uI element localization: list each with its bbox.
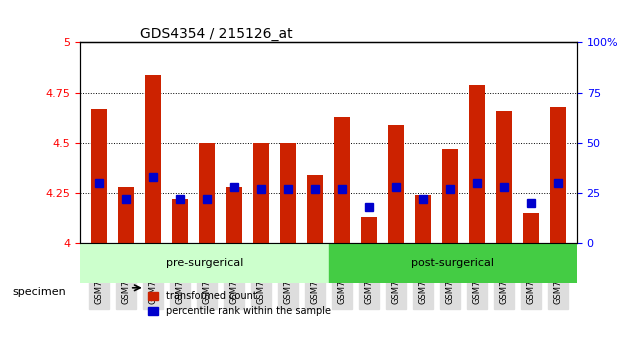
Bar bbox=[523, 213, 539, 243]
Legend: transformed count, percentile rank within the sample: transformed count, percentile rank withi… bbox=[145, 287, 335, 320]
Bar bbox=[176, 195, 184, 203]
Bar bbox=[280, 143, 296, 243]
Text: pre-surgerical: pre-surgerical bbox=[165, 258, 243, 268]
Text: GDS4354 / 215126_at: GDS4354 / 215126_at bbox=[140, 28, 292, 41]
Bar bbox=[307, 175, 323, 243]
Bar bbox=[500, 183, 508, 191]
Bar bbox=[91, 109, 107, 243]
Bar bbox=[284, 185, 292, 193]
Bar bbox=[338, 185, 346, 193]
Bar bbox=[80, 243, 328, 283]
Bar bbox=[122, 195, 130, 203]
Bar bbox=[365, 203, 373, 211]
Bar bbox=[118, 187, 134, 243]
Bar bbox=[145, 75, 161, 243]
Bar bbox=[199, 143, 215, 243]
Bar bbox=[311, 185, 319, 193]
Bar bbox=[226, 187, 242, 243]
Text: specimen: specimen bbox=[13, 287, 67, 297]
Bar bbox=[442, 149, 458, 243]
Bar bbox=[149, 173, 157, 181]
Bar bbox=[473, 179, 481, 187]
Bar bbox=[419, 195, 427, 203]
Bar bbox=[415, 195, 431, 243]
Bar bbox=[446, 185, 454, 193]
Bar bbox=[257, 185, 265, 193]
Bar bbox=[392, 183, 400, 191]
Bar bbox=[554, 179, 562, 187]
Bar bbox=[527, 199, 535, 207]
Bar bbox=[329, 243, 577, 283]
Bar bbox=[230, 183, 238, 191]
Bar bbox=[388, 125, 404, 243]
Bar bbox=[496, 110, 512, 243]
Bar bbox=[95, 179, 103, 187]
Bar bbox=[203, 195, 211, 203]
Bar bbox=[253, 143, 269, 243]
Bar bbox=[469, 85, 485, 243]
Bar bbox=[361, 217, 377, 243]
Bar bbox=[550, 107, 566, 243]
Bar bbox=[334, 116, 350, 243]
Bar bbox=[172, 199, 188, 243]
Text: post-surgerical: post-surgerical bbox=[412, 258, 494, 268]
